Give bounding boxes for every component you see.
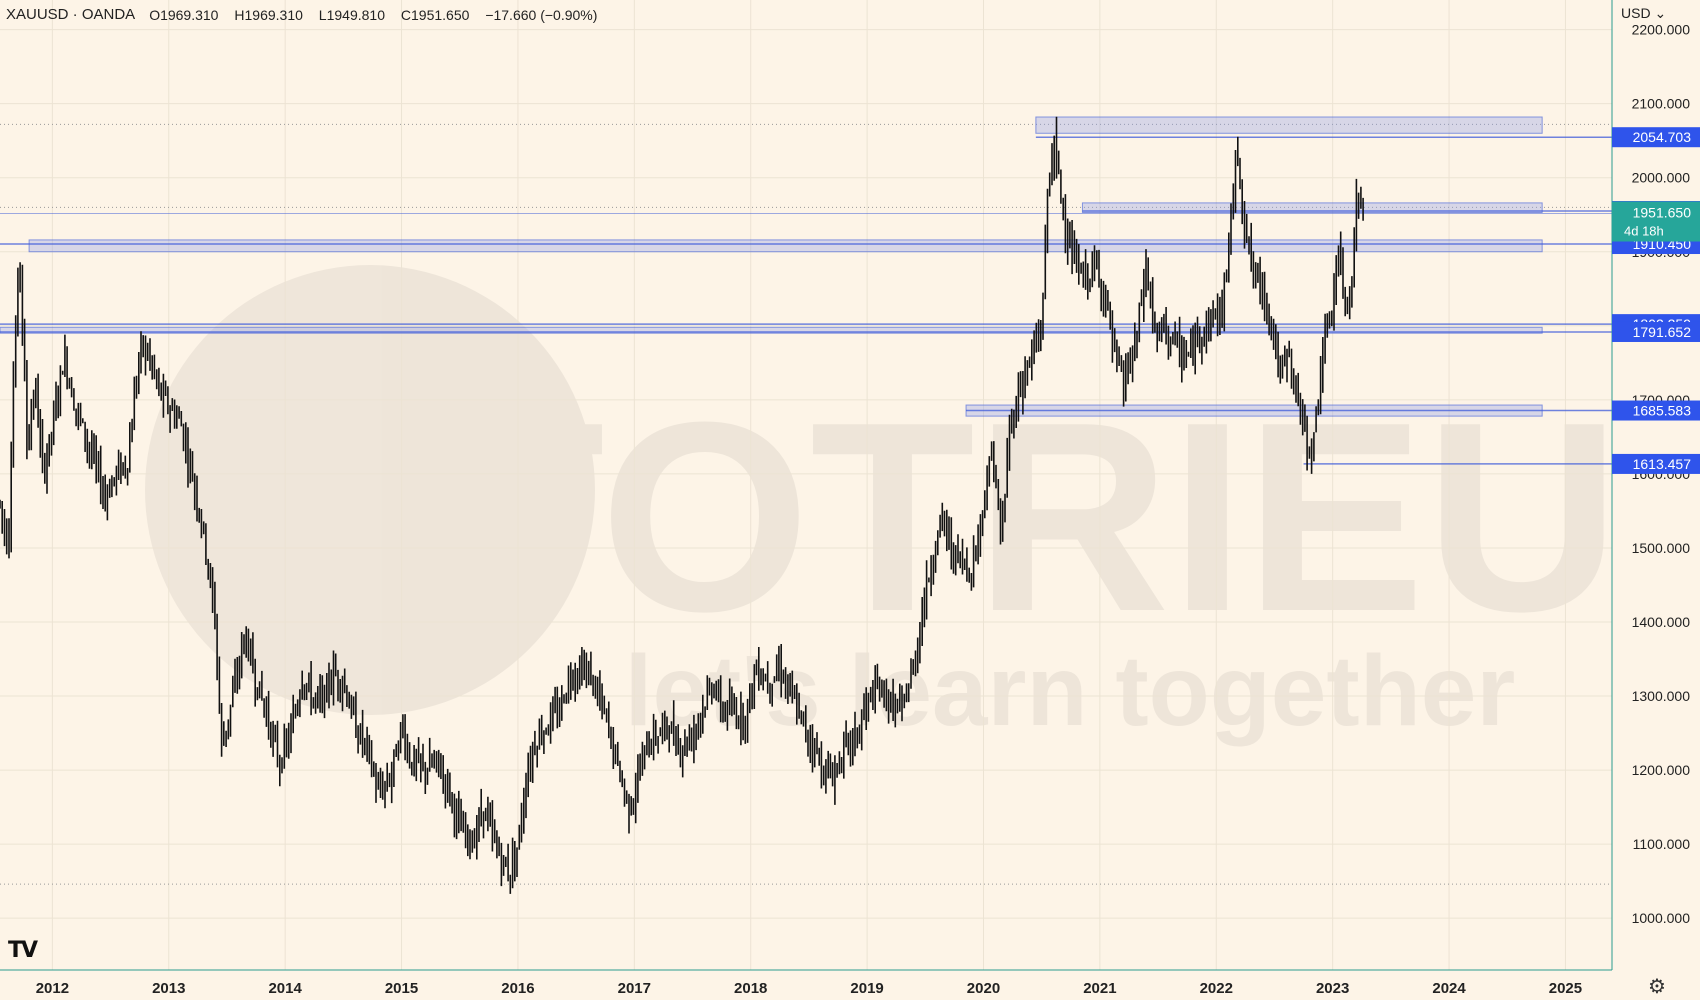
price-tick-label: 1400.000 bbox=[1632, 614, 1691, 630]
level-label: 1613.457 bbox=[1633, 456, 1692, 472]
gear-icon[interactable]: ⚙ bbox=[1648, 976, 1666, 998]
sr-zone-rect bbox=[28, 239, 1543, 253]
current-price-bg bbox=[1612, 201, 1700, 242]
time-tick-label: 2019 bbox=[850, 980, 883, 997]
bar-countdown: 4d 18h bbox=[1624, 224, 1664, 239]
tradingview-logo[interactable]: TV bbox=[8, 938, 38, 963]
sr-zones[interactable] bbox=[0, 116, 1612, 465]
time-axis[interactable]: 2012 2013 2014 2015 2016 2017 2018 2019 2020 2021… bbox=[0, 969, 1700, 1000]
level-label: 2054.703 bbox=[1633, 129, 1692, 145]
time-tick-label: 2024 bbox=[1432, 980, 1466, 997]
open-value: O1969.310 bbox=[149, 6, 219, 23]
time-tick-label: 2025 bbox=[1549, 980, 1582, 997]
price-tick-label: 1000.000 bbox=[1632, 910, 1691, 926]
watermark-brand: TOTRIEU bbox=[440, 367, 1620, 668]
price-tick-label: 1100.000 bbox=[1633, 836, 1691, 852]
currency-selector[interactable]: USD ⌄ bbox=[1621, 5, 1667, 21]
time-tick-label: 2017 bbox=[618, 980, 651, 997]
sr-zone-rect bbox=[0, 326, 1543, 334]
level-label-bg bbox=[1612, 321, 1700, 342]
price-tick-label: 1200.000 bbox=[1632, 762, 1691, 778]
time-tick-label: 2020 bbox=[967, 980, 1000, 997]
time-tick-label: 2014 bbox=[268, 980, 302, 997]
price-tick-label: 1300.000 bbox=[1632, 688, 1691, 704]
watermark-logo bbox=[145, 265, 595, 715]
price-axis[interactable]: 2200.0002100.0002000.0001900.0001800.000… bbox=[1611, 0, 1700, 1000]
change-value: −17.660 (−0.90%) bbox=[485, 6, 598, 23]
price-tick-label: 2100.000 bbox=[1632, 96, 1691, 112]
time-tick-label: 2012 bbox=[36, 980, 69, 997]
symbol-name[interactable]: XAUUSD · OANDA bbox=[6, 6, 136, 23]
time-tick-label: 2013 bbox=[152, 980, 185, 997]
level-label-bg bbox=[1612, 453, 1700, 474]
price-tick-label: 2200.000 bbox=[1632, 22, 1691, 38]
level-label: 1791.652 bbox=[1633, 324, 1692, 340]
ohlc-values: O1969.310 H1969.310 L1949.810 C1951.650 … bbox=[149, 7, 603, 23]
close-value: C1951.650 bbox=[400, 6, 470, 23]
candles bbox=[0, 116, 1364, 894]
level-label: 1685.583 bbox=[1633, 403, 1692, 419]
level-label-bg bbox=[1612, 127, 1700, 148]
low-value: L1949.810 bbox=[318, 6, 385, 23]
time-tick-label: 2023 bbox=[1316, 980, 1349, 997]
time-tick-label: 2021 bbox=[1083, 980, 1116, 997]
time-axis-bg bbox=[0, 970, 1700, 1000]
time-tick-label: 2016 bbox=[501, 980, 534, 997]
candle-wicks bbox=[0, 116, 1364, 894]
time-tick-label: 2022 bbox=[1200, 980, 1233, 997]
time-tick-label: 2018 bbox=[734, 980, 767, 997]
level-label-bg bbox=[1612, 400, 1700, 421]
time-tick-label: 2015 bbox=[385, 980, 418, 997]
price-tick-label: 2000.000 bbox=[1632, 170, 1691, 186]
price-axis-bg bbox=[1612, 0, 1700, 1000]
sr-zone-rect bbox=[1081, 202, 1543, 214]
price-labels: 2054.7031954.9991910.4501802.2591791.652… bbox=[1612, 127, 1700, 474]
price-tick-label: 1500.000 bbox=[1632, 540, 1691, 556]
high-value: H1969.310 bbox=[234, 6, 303, 23]
current-price-label: 1951.650 bbox=[1633, 205, 1692, 221]
sr-zone-rect bbox=[1035, 116, 1543, 134]
watermark-tagline: let's learn together bbox=[625, 635, 1516, 747]
dotted-levels bbox=[0, 123, 1612, 885]
symbol-header: XAUUSD · OANDA O1969.310 H1969.310 L1949… bbox=[6, 6, 603, 23]
